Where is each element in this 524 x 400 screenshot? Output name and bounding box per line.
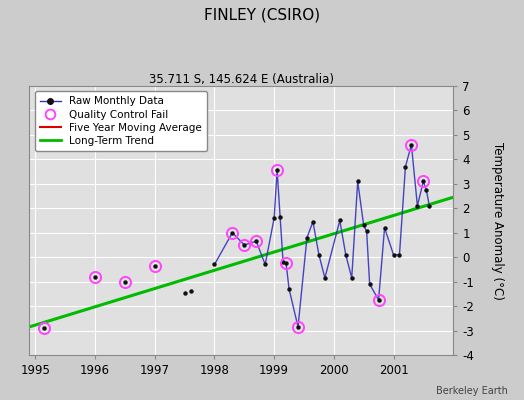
Y-axis label: Temperature Anomaly (°C): Temperature Anomaly (°C) xyxy=(491,142,504,300)
Text: Berkeley Earth: Berkeley Earth xyxy=(436,386,508,396)
Title: 35.711 S, 145.624 E (Australia): 35.711 S, 145.624 E (Australia) xyxy=(149,73,334,86)
Legend: Raw Monthly Data, Quality Control Fail, Five Year Moving Average, Long-Term Tren: Raw Monthly Data, Quality Control Fail, … xyxy=(35,91,207,151)
Text: FINLEY (CSIRO): FINLEY (CSIRO) xyxy=(204,8,320,23)
